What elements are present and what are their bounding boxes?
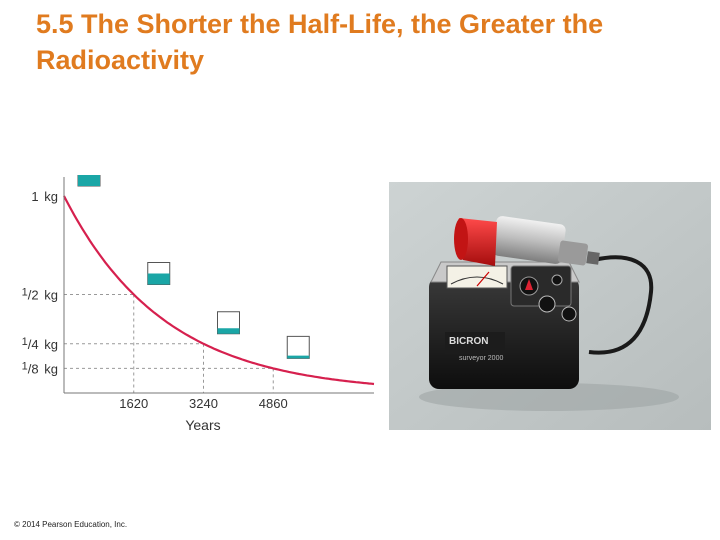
y-tick-unit: kg xyxy=(41,361,58,376)
y-tick-label: 1 kg xyxy=(31,189,58,204)
sample-box-fill xyxy=(217,328,240,334)
y-tick-denominator: 2 xyxy=(31,288,38,303)
sample-box xyxy=(147,262,171,285)
x-axis-label: Years xyxy=(185,417,220,433)
sample-box-fill xyxy=(147,273,170,285)
decay-chart: 1 kg1/2 kg1/4 kg1/8 kg 1620 3240 4860 Year… xyxy=(22,175,375,433)
sample-box-fill xyxy=(287,355,310,359)
y-tick-slash: / xyxy=(28,361,32,376)
shadow xyxy=(419,383,679,411)
y-tick-label: 1/8 kg xyxy=(22,360,58,376)
sample-box-outline xyxy=(286,335,310,359)
y-tick-unit: kg xyxy=(41,288,58,303)
sample-box xyxy=(217,311,240,335)
y-tick-label: 1/2 kg xyxy=(22,287,58,303)
y-tick-denominator: 8 xyxy=(31,361,38,376)
copyright-notice: © 2014 Pearson Education, Inc. xyxy=(14,520,128,529)
y-tick-numerator: 1 xyxy=(22,360,28,372)
probe-cable xyxy=(588,255,654,355)
y-tick-slash: / xyxy=(28,337,32,352)
y-tick-label: 1/4 kg xyxy=(22,336,58,352)
sample-box xyxy=(286,335,310,359)
y-tick-numerator: 1 xyxy=(22,336,28,348)
guide-lines xyxy=(64,294,274,393)
slide-title: 5.5 The Shorter the Half-Life, the Great… xyxy=(36,6,716,78)
y-tick-labels: 1 kg1/2 kg1/4 kg1/8 kg xyxy=(22,189,58,376)
y-tick-numerator: 1 xyxy=(22,287,28,299)
device-brand-text: BICRON xyxy=(449,336,488,347)
probe xyxy=(454,216,600,266)
x-tick-label: 4860 xyxy=(259,396,288,411)
x-tick-labels: 1620 3240 4860 xyxy=(119,396,287,411)
slide-title-line2: Radioactivity xyxy=(36,45,205,75)
y-tick-denominator: 4 xyxy=(31,337,38,352)
radiation-detector-photo: BICRON surveyor 2000 xyxy=(389,182,711,430)
y-tick-unit: kg xyxy=(41,337,58,352)
device-model-text: surveyor 2000 xyxy=(459,355,503,362)
slide-title-line1: 5.5 The Shorter the Half-Life, the Great… xyxy=(36,9,604,39)
decay-curve xyxy=(63,195,375,386)
sample-box-fill xyxy=(78,175,100,186)
y-tick-numerator: 1 xyxy=(31,189,38,204)
sample-boxes xyxy=(77,175,310,359)
y-tick-slash: / xyxy=(28,288,32,303)
x-tick-label: 3240 xyxy=(189,396,218,411)
y-tick-unit: kg xyxy=(41,189,58,204)
meter-body: BICRON surveyor 2000 xyxy=(429,261,580,389)
x-tick-label: 1620 xyxy=(119,396,148,411)
sample-box xyxy=(77,175,101,187)
